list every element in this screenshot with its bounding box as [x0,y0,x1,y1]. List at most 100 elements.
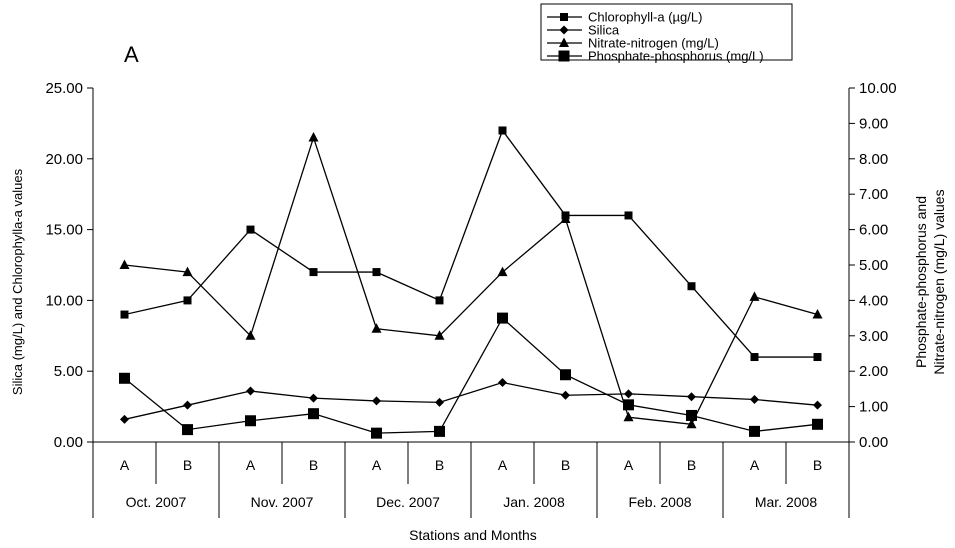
data-point [435,397,444,407]
data-point [498,378,507,388]
series-line [124,317,818,434]
y-right-tick-label: 9.00 [859,115,888,132]
data-point [309,268,318,277]
data-point [309,393,318,403]
x-month-label: Jan. 2008 [503,494,565,510]
panel-label: A [124,42,139,67]
x-station-label: B [183,457,192,473]
x-month-label: Nov. 2007 [251,494,314,510]
legend-label: Silica [588,23,620,38]
y-right-tick-label: 0.00 [859,434,888,451]
x-station-label: A [120,457,130,473]
y-axis-left-title: Silica (mg/L) and Chlorophylla-a values [10,168,25,395]
y-right-tick-label: 4.00 [859,292,888,309]
data-point [119,372,130,384]
data-point [497,266,508,277]
y-right-tick-label: 2.00 [859,363,888,380]
x-station-label: B [687,457,696,473]
series-3 [119,312,823,439]
data-point [812,418,823,430]
data-point [434,425,445,437]
x-month-label: Oct. 2007 [126,494,187,510]
legend-box [540,3,793,61]
data-point [750,353,759,362]
y-right-tick-label: 7.00 [859,186,888,203]
x-month-label: Mar. 2008 [755,494,817,510]
x-axis-title: Stations and Months [409,527,537,543]
y-right-tick-label: 10.00 [859,80,897,97]
series-line [124,381,818,420]
x-station-label: A [246,457,256,473]
x-station-label: A [624,457,634,473]
legend-label: Phosphate-phosphorus (mg/L) [588,49,764,64]
data-point [120,414,129,424]
data-point [372,268,381,277]
data-point [560,213,571,223]
data-point [372,396,381,406]
x-month-label: Dec. 2007 [376,494,440,510]
y-left-tick-label: 20.00 [45,151,83,168]
data-point [245,415,256,427]
legend: Chlorophyll-a (µg/L)SilicaNitrate-nitrog… [540,3,793,64]
x-station-label: A [498,457,508,473]
data-point [497,312,508,324]
x-station-label: B [813,457,822,473]
data-point [245,330,256,340]
y-left-tick-label: 0.00 [54,434,83,451]
series-2 [119,132,823,429]
series-layer [119,126,823,439]
y-left-tick-label: 10.00 [45,292,83,309]
y-right-tick-label: 3.00 [859,328,888,345]
data-point [749,291,760,301]
y-right-tick-label: 5.00 [859,257,888,274]
data-point [182,424,193,436]
y-axis-right-title-line1: Phosphate-phosphorus and [913,196,929,368]
data-point [686,409,697,421]
legend-marker [560,13,568,21]
data-point [371,323,382,333]
data-point [435,296,444,305]
data-point [434,330,445,340]
x-station-label: B [309,457,318,473]
data-point [498,126,507,135]
series-1 [120,378,822,424]
data-point [371,427,382,439]
y-left-tick-label: 5.00 [54,363,83,380]
data-point [812,309,823,319]
series-0 [120,126,822,362]
legend-marker [558,50,570,62]
x-station-label: A [750,457,760,473]
data-point [561,390,570,400]
legend-marker [559,25,569,35]
x-station-label: A [372,457,382,473]
legend-label: Chlorophyll-a (µg/L) [588,10,702,25]
data-point [813,400,822,410]
data-point [624,211,633,220]
data-point [246,225,255,234]
data-point [560,369,571,381]
data-point [687,392,696,402]
data-point [183,400,192,410]
y-left-tick-label: 15.00 [45,222,83,239]
data-point [687,282,696,291]
x-station-label: B [561,457,570,473]
x-month-label: Feb. 2008 [628,494,691,510]
data-point [749,425,760,437]
data-point [623,411,634,422]
y-right-tick-label: 6.00 [859,222,888,239]
data-point [308,408,319,420]
y-left-tick-label: 25.00 [45,80,83,97]
data-point [246,386,255,396]
axes: 0.00 5.00 10.00 15.00 20.00 25.00 0.00 1.00 2.00… [45,80,896,451]
y-axis-right-title-line2: Nitrate-nitrogen (mg/L) values [931,189,947,374]
x-station-label: B [435,457,444,473]
legend-label: Nitrate-nitrogen (mg/L) [588,36,719,51]
series-line [124,135,818,425]
data-point [623,399,634,411]
data-point [624,389,633,399]
data-point [686,418,697,429]
y-right-tick-label: 1.00 [859,399,888,416]
data-point [750,395,759,405]
data-point [308,132,319,142]
